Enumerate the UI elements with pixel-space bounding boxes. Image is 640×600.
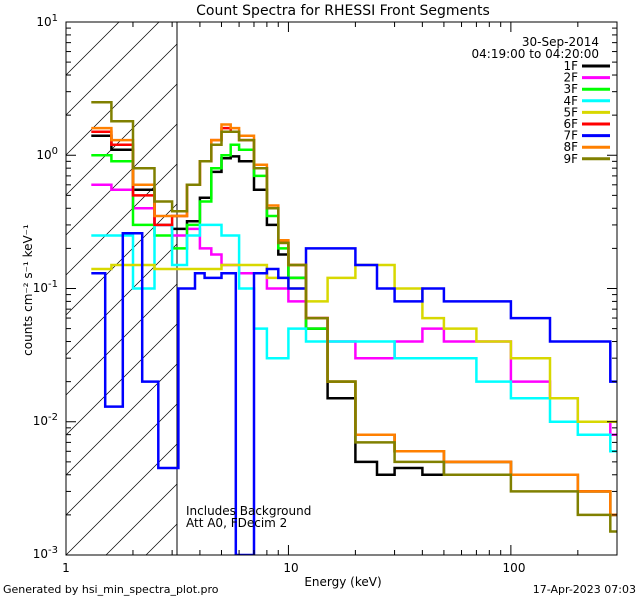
hatch-line [586, 0, 640, 555]
hatch-line [66, 83, 177, 196]
y-tick-label-10^0: 100 [36, 146, 58, 162]
x-tick-label-10: 10 [283, 561, 298, 575]
legend-label-5F: 5F [563, 105, 578, 119]
hatch-line [66, 403, 177, 516]
timestamp-label: 17-Apr-2023 07:03 [532, 583, 636, 596]
legend-label-3F: 3F [563, 82, 578, 96]
legend-label-8F: 8F [563, 140, 578, 154]
hatch-line [426, 0, 640, 555]
chart-title: Count Spectra for RHESSI Front Segments [196, 3, 490, 19]
series-line-1F [91, 134, 617, 517]
y-tick-label-10^-1: 10-1 [33, 279, 58, 295]
legend-label-4F: 4F [563, 94, 578, 108]
x-tick-label-1: 1 [62, 561, 70, 575]
y-axis-label: counts cm⁻² s⁻¹ keV⁻¹ [21, 224, 35, 356]
hatch-line [346, 0, 640, 555]
hatch-line [66, 283, 177, 396]
hatch-line [66, 363, 177, 476]
hatch-line [66, 123, 177, 236]
hatch-line [266, 0, 640, 555]
axis-ticks [65, 21, 618, 556]
series-line-5F [91, 263, 617, 424]
annotation-attenuator: Att A0, FDecim 2 [186, 516, 287, 530]
legend-label-2F: 2F [563, 71, 578, 85]
legend-label-1F: 1F [563, 59, 578, 73]
hatch-line [66, 243, 177, 356]
series-line-7F [91, 231, 617, 555]
y-tick-label-10^-3: 10-3 [33, 545, 58, 561]
y-tick-label-10^-2: 10-2 [33, 412, 58, 428]
series-group [91, 100, 617, 555]
hatch-line [66, 22, 160, 116]
x-tick-label-100: 100 [503, 561, 526, 575]
generated-by-label: Generated by hsi_min_spectra_plot.pro [3, 583, 219, 596]
series-line-4F [91, 223, 617, 453]
legend-label-7F: 7F [563, 129, 578, 143]
hatch-line [386, 0, 640, 555]
date-label: 30-Sep-2014 [522, 35, 599, 49]
y-tick-label-10^1: 101 [36, 13, 58, 29]
hatch-line [546, 0, 640, 555]
time-range-label: 04:19:00 to 04:20:00 [472, 47, 599, 61]
annotation-background: Includes Background [186, 504, 311, 518]
hatch-line [466, 0, 640, 555]
hatched-region [66, 0, 640, 555]
x-axis-label: Energy (keV) [304, 575, 381, 589]
legend-label-6F: 6F [563, 117, 578, 131]
legend-label-9F: 9F [563, 152, 578, 166]
series-line-9F [91, 100, 617, 533]
hatch-line [105, 483, 177, 555]
hatch-line [66, 43, 177, 156]
